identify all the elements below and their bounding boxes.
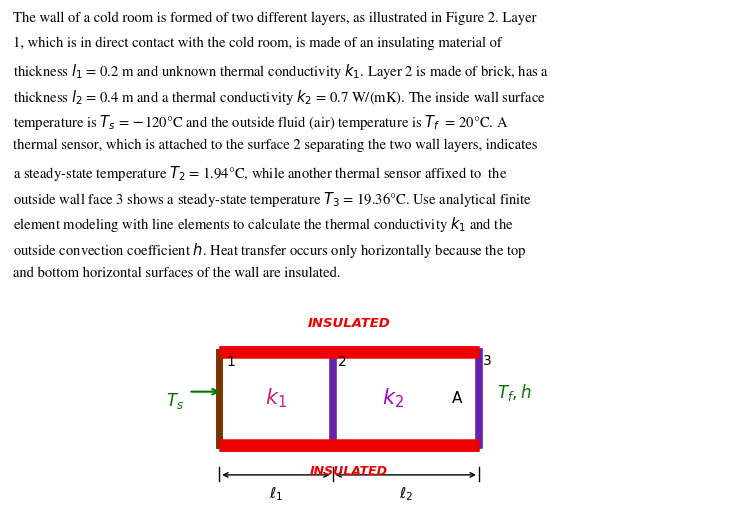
Text: INSULATED: INSULATED xyxy=(308,317,390,330)
Text: a steady-state temperature $T_2$ = 1.94°C, while another thermal sensor affixed : a steady-state temperature $T_2$ = 1.94°… xyxy=(13,164,507,183)
Text: 1, which is in direct contact with the cold room, is made of an insulating mater: 1, which is in direct contact with the c… xyxy=(13,37,502,50)
Text: thermal sensor, which is attached to the surface 2 separating the two wall layer: thermal sensor, which is attached to the… xyxy=(13,139,538,152)
Bar xyxy=(219,351,333,445)
Text: $\ell_1$: $\ell_1$ xyxy=(269,485,283,503)
Text: element modeling with line elements to calculate the thermal conductivity $k_1$ : element modeling with line elements to c… xyxy=(13,215,514,234)
Text: $T_s$: $T_s$ xyxy=(167,391,184,411)
Text: 1: 1 xyxy=(227,355,235,369)
Text: temperature is $T_s$ = $-$120°C and the outside fluid (air) temperature is $T_f$: temperature is $T_s$ = $-$120°C and the … xyxy=(13,113,509,132)
Text: 2: 2 xyxy=(338,355,347,369)
Text: The wall of a cold room is formed of two different layers, as illustrated in Fig: The wall of a cold room is formed of two… xyxy=(13,12,537,25)
Text: outside convection coefficient $h$. Heat transfer occurs only horizontally becau: outside convection coefficient $h$. Heat… xyxy=(13,241,527,260)
Text: $\ell_2$: $\ell_2$ xyxy=(398,485,413,503)
Text: A: A xyxy=(452,391,462,406)
Text: outside wall face 3 shows a steady-state temperature $T_3$ = 19.36°C. Use analyt: outside wall face 3 shows a steady-state… xyxy=(13,190,532,209)
Text: thickness $l_2$ = 0.4 m and a thermal conductivity $k_2$ = 0.7 W/(mK). The insid: thickness $l_2$ = 0.4 m and a thermal co… xyxy=(13,88,546,107)
Text: 3: 3 xyxy=(483,354,492,368)
Text: $T_{f}, h$: $T_{f}, h$ xyxy=(497,382,531,403)
Text: INSULATED: INSULATED xyxy=(310,465,388,478)
Text: thickness $l_1$ = 0.2 m and unknown thermal conductivity $k_1$. Layer 2 is made : thickness $l_1$ = 0.2 m and unknown ther… xyxy=(13,62,550,81)
Bar xyxy=(333,351,479,445)
Text: $k_2$: $k_2$ xyxy=(382,387,404,410)
Text: and bottom horizontal surfaces of the wall are insulated.: and bottom horizontal surfaces of the wa… xyxy=(13,266,341,280)
Text: $k_1$: $k_1$ xyxy=(265,387,287,410)
